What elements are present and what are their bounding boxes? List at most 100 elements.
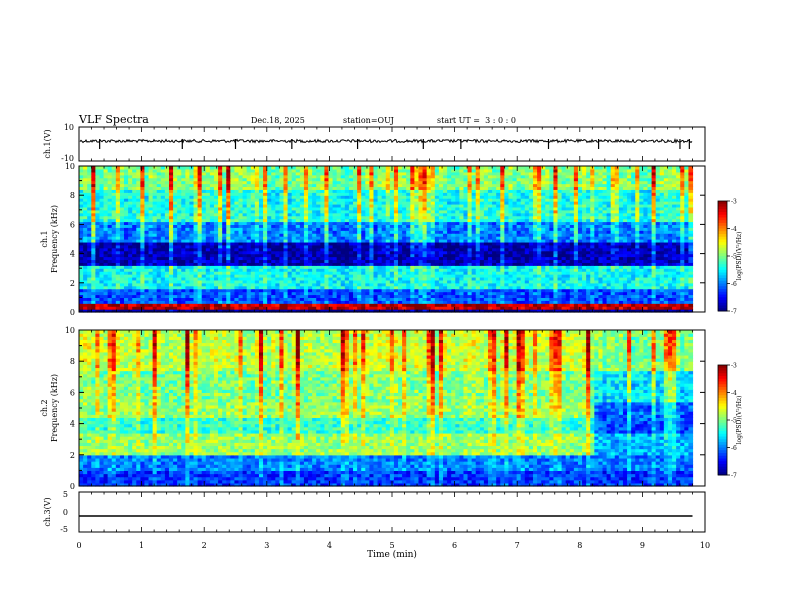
spectrogram-cell [189, 288, 195, 293]
spectrogram-cell [651, 279, 657, 284]
spectrogram-cell [627, 297, 632, 301]
spectrogram-cell [250, 300, 256, 304]
spectrogram-cell [622, 279, 628, 284]
spectrogram-cell [680, 309, 685, 313]
spectrogram-cell [316, 294, 321, 298]
spectrogram-cell [250, 309, 256, 313]
spectrogram-cell [639, 294, 644, 298]
spectrogram-cell [201, 274, 207, 278]
spectrogram-cell [635, 288, 640, 293]
spectrogram-cell [275, 276, 280, 281]
spectrogram-cell [279, 282, 285, 287]
spectrogram-cell [606, 274, 612, 278]
spectrogram-cell [647, 306, 653, 310]
spectrogram-cell [627, 303, 632, 307]
spectrogram-cell [103, 288, 109, 293]
spectrogram-cell [324, 294, 330, 298]
spectrogram-cell [373, 276, 379, 281]
spectrogram-cell [487, 276, 493, 281]
spectrogram-cell [496, 297, 501, 301]
spectrogram-cell [226, 276, 231, 281]
spectrogram-cell [500, 309, 505, 313]
spectrogram-cell [152, 279, 158, 284]
spectrogram-cell [348, 274, 354, 278]
spectrogram-cell [336, 294, 342, 298]
spectrogram-cell [475, 282, 481, 287]
spectrogram-cell [500, 274, 505, 278]
spectrogram-cell [357, 279, 362, 284]
spectrogram-cell [148, 274, 154, 278]
spectrogram-cell [140, 279, 146, 284]
spectrogram-cell [340, 282, 346, 287]
spectrogram-cell [381, 291, 387, 296]
spectrogram-cell [398, 279, 403, 284]
spectrogram-cell [475, 279, 481, 284]
spectrogram-cell [336, 274, 342, 278]
spectrogram-cell [160, 297, 166, 301]
spectrogram-cell [398, 285, 403, 290]
spectrogram-cell [586, 291, 591, 296]
spectrogram-cell [128, 303, 133, 307]
spectrogram-cell [218, 271, 223, 275]
spectrogram-cell [471, 306, 477, 310]
spectrogram-cell [582, 279, 587, 284]
spectrogram-cell [115, 291, 121, 296]
spectrogram-cell [500, 276, 505, 281]
spectrogram-cell [483, 303, 489, 307]
spectrogram-cell [87, 297, 92, 301]
spectrogram-cell [410, 309, 415, 313]
spectrogram-cell [606, 279, 612, 284]
spectrogram-cell [275, 300, 280, 304]
spectrogram-cell [463, 291, 469, 296]
spectrogram-cell [119, 291, 125, 296]
spectrogram-cell [173, 294, 178, 298]
spectrogram-cell [381, 285, 387, 290]
spectrogram-cell [467, 279, 473, 284]
spectrogram-cell [406, 288, 411, 293]
spectrogram-cell [573, 309, 579, 313]
spectrogram-cell [279, 276, 285, 281]
spectrogram-cell [168, 282, 174, 287]
spectrogram-cell [140, 306, 146, 310]
spectrogram-cell [197, 271, 203, 275]
spectrogram-cell [561, 282, 567, 287]
spectrogram-cell [246, 282, 252, 287]
spectrogram-cell [312, 297, 317, 301]
spectrogram-cell [136, 300, 141, 304]
spectrogram-cell [631, 291, 636, 296]
spectrogram-cell [528, 282, 534, 287]
spectrogram-cell [598, 276, 604, 281]
spectrogram-cell [308, 300, 313, 304]
spectrogram-cell [156, 276, 162, 281]
spectrogram-cell [267, 294, 272, 298]
spectrogram-cell [577, 285, 583, 290]
spectrogram-cell [119, 271, 125, 275]
spectrogram-cell [361, 274, 366, 278]
spectrogram-cell [414, 274, 420, 278]
spectrogram-cell [393, 291, 399, 296]
spectrogram-cell [348, 306, 354, 310]
spectrogram-cell [132, 300, 137, 304]
spectrogram-cell [332, 300, 338, 304]
spectrogram-cell [340, 274, 346, 278]
spectrogram-cell [385, 279, 391, 284]
spectrogram-cell [512, 291, 518, 296]
spectrogram-cell [622, 285, 628, 290]
spectrogram-cell [418, 285, 424, 290]
spectrogram-cell [320, 303, 325, 307]
spectrogram-cell [406, 303, 411, 307]
spectrogram-cell [586, 306, 591, 310]
spectrogram-cell [197, 294, 203, 298]
spectrogram-cell [565, 294, 571, 298]
spectrogram-cell [115, 276, 121, 281]
spectrogram-cell [565, 276, 571, 281]
spectrogram-cell [332, 276, 338, 281]
ch1-ytick-top: 10 [64, 123, 74, 132]
spectrogram-cell [222, 294, 227, 298]
spectrogram-cell [181, 297, 186, 301]
spectrogram-cell [242, 309, 248, 313]
spectrogram-cell [111, 297, 117, 301]
spectrogram-cell [209, 294, 215, 298]
spectrogram-cell [471, 279, 477, 284]
spectrogram-cell [553, 288, 559, 293]
